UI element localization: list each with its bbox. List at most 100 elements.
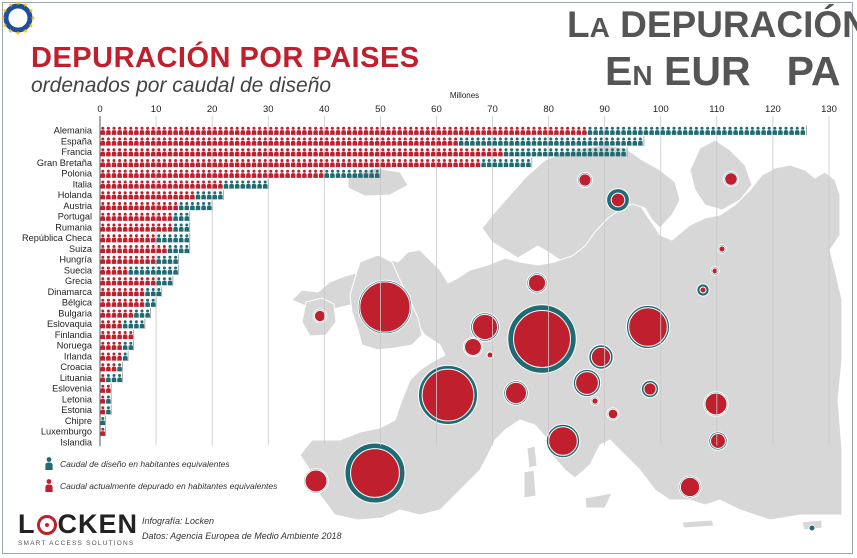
design-person-icon bbox=[212, 191, 218, 200]
eu-star-icon bbox=[23, 28, 28, 33]
treated-person-icon bbox=[150, 255, 156, 264]
category-label: Alemania bbox=[54, 126, 93, 136]
treated-person-icon bbox=[134, 126, 139, 135]
treated-person-icon bbox=[307, 148, 313, 157]
bar-row-austria bbox=[100, 200, 213, 211]
treated-person-icon bbox=[520, 126, 526, 135]
design-person-icon bbox=[167, 234, 173, 243]
design-person-icon bbox=[537, 148, 542, 157]
treated-person-icon bbox=[240, 148, 246, 157]
treated-person-icon bbox=[106, 201, 111, 211]
treated-person-icon bbox=[117, 266, 122, 275]
treated-person-icon bbox=[106, 223, 111, 232]
treated-person-icon bbox=[313, 158, 318, 168]
treated-person-icon bbox=[447, 126, 453, 135]
treated-person-icon bbox=[134, 298, 139, 307]
treated-person-icon bbox=[100, 158, 106, 168]
treated-person-icon bbox=[106, 180, 111, 189]
x-tick-label: 50 bbox=[375, 104, 386, 115]
treated-person-icon bbox=[229, 126, 234, 135]
treated-person-icon bbox=[464, 126, 470, 135]
design-person-icon bbox=[145, 287, 150, 297]
treated-person-icon bbox=[408, 137, 414, 146]
treated-person-icon bbox=[117, 341, 122, 350]
category-label: Grecia bbox=[65, 276, 93, 286]
treated-person-icon bbox=[122, 255, 128, 264]
treated-person-icon bbox=[397, 126, 402, 135]
treated-person-icon bbox=[358, 148, 363, 157]
treated-person-icon bbox=[178, 148, 184, 157]
design-person-icon bbox=[122, 352, 128, 361]
design-person-icon bbox=[223, 180, 229, 189]
bar-row-bulgaria bbox=[100, 308, 151, 319]
treated-person-icon bbox=[128, 298, 134, 307]
treated-person-icon bbox=[201, 126, 206, 135]
bubble-grecia bbox=[678, 475, 702, 499]
treated-person-icon bbox=[122, 201, 128, 211]
treated-person-icon bbox=[380, 158, 386, 168]
design-person-icon bbox=[526, 158, 531, 168]
treated-person-icon bbox=[106, 298, 111, 307]
land-sicily bbox=[584, 492, 613, 509]
treated-person-icon bbox=[162, 223, 167, 232]
treated-person-icon bbox=[111, 191, 117, 200]
x-tick-label: 80 bbox=[543, 104, 554, 115]
category-label: Noruega bbox=[57, 341, 93, 351]
design-person-icon bbox=[173, 234, 178, 243]
logo-letters: CKEN bbox=[57, 509, 139, 539]
treated-person-icon bbox=[150, 191, 156, 200]
treated-person-icon bbox=[139, 158, 145, 168]
x-tick-label: 10 bbox=[151, 104, 162, 115]
treated-person-icon bbox=[330, 148, 335, 157]
treated-person-icon bbox=[369, 158, 374, 168]
treated-person-icon bbox=[145, 277, 150, 286]
locken-logo: L CKEN SMART ACCESS SOLUTIONS bbox=[18, 509, 139, 548]
design-person-icon bbox=[150, 287, 156, 297]
treated-person-icon bbox=[470, 148, 475, 157]
bubble-luxemburgo bbox=[486, 351, 494, 359]
treated-person-icon bbox=[408, 148, 414, 157]
treated-person-icon bbox=[145, 244, 150, 254]
treated-person-icon bbox=[117, 320, 122, 329]
treated-person-icon bbox=[201, 137, 206, 146]
treated-person-icon bbox=[458, 126, 464, 135]
category-label: Irlanda bbox=[64, 351, 93, 361]
treated-person-icon bbox=[122, 266, 128, 275]
treated-person-icon bbox=[150, 126, 156, 135]
treated-person-icon bbox=[374, 158, 380, 168]
legend-icons bbox=[45, 457, 53, 492]
treated-person-icon bbox=[134, 212, 139, 221]
treated-person-icon bbox=[318, 158, 324, 168]
treated-person-icon bbox=[363, 137, 369, 146]
treated-person-icon bbox=[453, 137, 458, 146]
design-person-icon bbox=[128, 266, 134, 275]
treated-person-icon bbox=[296, 169, 302, 178]
design-person-icon bbox=[184, 212, 190, 221]
treated-person-icon bbox=[391, 126, 397, 135]
design-person-icon bbox=[145, 266, 150, 275]
treated-person-icon bbox=[195, 169, 201, 178]
treated-person-icon bbox=[352, 148, 358, 157]
design-person-icon bbox=[643, 126, 649, 135]
design-person-icon bbox=[184, 244, 190, 254]
design-person-icon bbox=[486, 158, 492, 168]
design-person-icon bbox=[134, 309, 139, 318]
treated-person-icon bbox=[122, 234, 128, 243]
bar-row-espana bbox=[100, 136, 645, 147]
treated-person-icon bbox=[212, 158, 218, 168]
treated-person-icon bbox=[430, 148, 436, 157]
treated-person-icon bbox=[246, 169, 251, 178]
design-person-icon bbox=[722, 126, 727, 135]
treated-person-icon bbox=[419, 137, 425, 146]
x-tick-label: 60 bbox=[431, 104, 442, 115]
treated-person-icon bbox=[150, 201, 156, 211]
treated-person-icon bbox=[128, 223, 134, 232]
treated-person-icon bbox=[173, 169, 178, 178]
category-label: Eslovenia bbox=[52, 384, 93, 394]
treated-person-icon bbox=[111, 266, 117, 275]
treated-person-icon bbox=[111, 341, 117, 350]
treated-person-icon bbox=[229, 169, 234, 178]
treated-person-icon bbox=[425, 126, 430, 135]
treated-person-icon bbox=[240, 126, 246, 135]
treated-person-icon bbox=[346, 137, 352, 146]
